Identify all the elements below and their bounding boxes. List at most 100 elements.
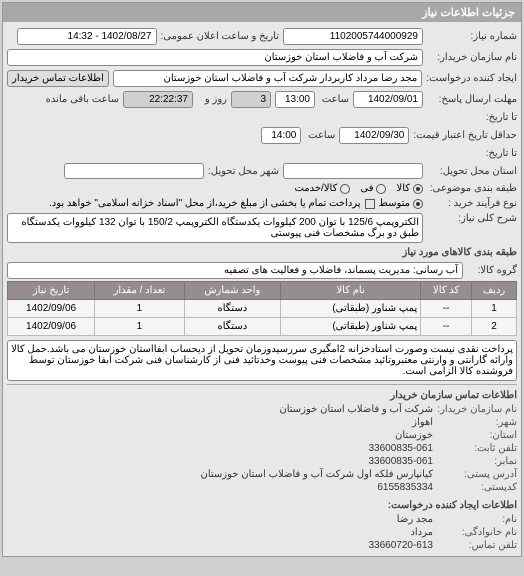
row-deadline: مهلت ارسال پاسخ: 1402/09/01 ساعت 13:00 3…	[7, 89, 517, 110]
process-radio-group: متوسط	[379, 198, 423, 209]
contact-row: نام سازمان خریدار: شرکت آب و فاضلاب استان…	[7, 403, 517, 416]
place-label: استان محل تحویل:	[427, 166, 517, 177]
table-header-row: ردیف کد کالا نام کالا واحد شمارش تعداد /…	[8, 282, 517, 300]
place-field	[283, 163, 423, 179]
table-row: 2 -- پمپ شناور (طبقاتی) دستگاه 1 1402/09…	[8, 318, 517, 336]
goods-section-title: طبقه بندی کالاهای مورد نیاز	[7, 245, 517, 260]
row-request-no: شماره نیاز: 1102005744000929 تاریخ و ساع…	[7, 26, 517, 47]
goods-group-label: گروه کالا:	[467, 265, 517, 276]
row-class: طبقه بندی موضوعی: کالا فی کالا/خدمت	[7, 181, 517, 196]
process-label: نوع فرآیند خرید :	[427, 198, 517, 209]
th-0: ردیف	[472, 282, 517, 300]
to-time-field: 14:00	[261, 127, 301, 144]
remain-suffix: ساعت باقی مانده	[46, 94, 119, 105]
request-no-field: 1102005744000929	[283, 28, 423, 45]
panel-body: شماره نیاز: 1102005744000929 تاریخ و ساع…	[3, 22, 521, 556]
contact-label: نام:	[437, 514, 517, 525]
table-body: 1 -- پمپ شناور (طبقاتی) دستگاه 1 1402/09…	[8, 300, 517, 336]
radio-all-icon	[413, 184, 423, 194]
contact-val: اهواز	[412, 417, 433, 428]
contact-row: تلفن ثابت: 33600835-061	[7, 442, 517, 455]
radio-normal[interactable]: متوسط	[379, 198, 423, 209]
row-desc: شرح کلی نیاز: الکتروپمپ 125/6 با توان 20…	[7, 211, 517, 245]
contact-row: آدرس پستی: کیانپارس فلکه اول شرکت آب و فا…	[7, 468, 517, 481]
contact-row: نام: مجد رضا	[7, 513, 517, 526]
contact-row: استان:خوزستان	[7, 429, 517, 442]
main-panel: جزئیات اطلاعات نیاز شماره نیاز: 11020057…	[2, 2, 522, 557]
radio-partial[interactable]: کالا/خدمت	[294, 183, 350, 194]
contact-label: نام سازمان خریدار:	[437, 404, 517, 415]
items-table: ردیف کد کالا نام کالا واحد شمارش تعداد /…	[7, 281, 517, 336]
contact-label: نمابر:	[437, 456, 517, 467]
contact-val: مرداد	[410, 527, 433, 538]
from-time-field: 13:00	[275, 91, 315, 108]
contact-label: آدرس پستی:	[437, 469, 517, 480]
row-buyer: نام سازمان خریدار: شرکت آب و فاضلاب استا…	[7, 47, 517, 68]
contact-button[interactable]: اطلاعات تماس خریدار	[7, 70, 109, 87]
th-3: واحد شمارش	[184, 282, 280, 300]
td: 2	[472, 318, 517, 336]
remain-label: روز و	[197, 94, 227, 105]
td: 1402/09/06	[8, 300, 95, 318]
divider-1	[7, 384, 517, 385]
valid-label: حداقل تاریخ اعتبار قیمت:	[413, 130, 517, 141]
radio-partial-label: کالا/خدمت	[294, 183, 337, 194]
contact-row: نام خانوادگی: مرداد	[7, 526, 517, 539]
announce-label: تاریخ و ساعت اعلان عمومی:	[161, 31, 280, 42]
contact-row: تلفن تماس: 33660720-613	[7, 539, 517, 552]
contact-label: استان:	[437, 430, 517, 441]
days-field: 3	[231, 91, 271, 108]
deadline-label: مهلت ارسال پاسخ:	[427, 94, 517, 105]
contact-val: 33600835-061	[368, 443, 433, 454]
td: --	[421, 300, 472, 318]
radio-single[interactable]: فی	[360, 183, 386, 194]
td: پمپ شناور (طبقاتی)	[280, 318, 420, 336]
table-head: ردیف کد کالا نام کالا واحد شمارش تعداد /…	[8, 282, 517, 300]
checkbox-text: پرداخت تمام یا بخشی از مبلغ خرید،از محل …	[49, 198, 361, 209]
to-date-field: 1402/09/30	[339, 127, 409, 144]
creator-label: ایجاد کننده درخواست:	[426, 73, 517, 84]
contact-val: کیانپارس فلکه اول شرکت آب و فاضلاب استان…	[200, 469, 433, 480]
time-label-2: ساعت	[305, 130, 335, 141]
td: 1	[95, 300, 185, 318]
buyer-label: نام سازمان خریدار:	[427, 52, 517, 63]
creator-field: مجد رضا مرداد کاربردار شرکت آب و فاضلاب …	[113, 70, 422, 87]
treasury-checkbox[interactable]	[365, 199, 375, 209]
announce-field: 1402/08/27 - 14:32	[17, 28, 157, 45]
row-to-label: تا تاریخ:	[7, 146, 517, 161]
contact-row: نمابر:33600835-061	[7, 455, 517, 468]
td: 1	[472, 300, 517, 318]
table-row: 1 -- پمپ شناور (طبقاتی) دستگاه 1 1402/09…	[8, 300, 517, 318]
contact-val: 33660720-613	[368, 540, 433, 551]
contact-label: تلفن ثابت:	[437, 443, 517, 454]
buyer-field: شرکت آب و فاضلاب استان خوزستان	[7, 49, 423, 66]
td: دستگاه	[184, 318, 280, 336]
td: 1	[95, 318, 185, 336]
contact-row: کدپستی: 6155835334	[7, 481, 517, 494]
contact-label: کدپستی:	[437, 482, 517, 493]
contact-label: نام خانوادگی:	[437, 527, 517, 538]
radio-all[interactable]: کالا	[396, 183, 423, 194]
class-radio-group: کالا فی کالا/خدمت	[294, 183, 423, 194]
contact-label: تلفن تماس:	[437, 540, 517, 551]
td: 1402/09/06	[8, 318, 95, 336]
contact-list: نام سازمان خریدار: شرکت آب و فاضلاب استان…	[7, 403, 517, 494]
contact-val: شرکت آب و فاضلاب استان خوزستان	[279, 404, 433, 415]
td: دستگاه	[184, 300, 280, 318]
goods-group-field: آب رسانی: مدیریت پسماند، فاضلاب و فعالیت…	[7, 262, 463, 279]
contact-row: شهر:اهواز	[7, 416, 517, 429]
contact-val: مجد رضا	[397, 514, 433, 525]
creator-section-title: اطلاعات ایجاد کننده درخواست:	[7, 498, 517, 513]
th-1: کد کالا	[421, 282, 472, 300]
from-label: تا تاریخ:	[427, 112, 517, 123]
row-goods-group: گروه کالا: آب رسانی: مدیریت پسماند، فاضل…	[7, 260, 517, 281]
time-label-1: ساعت	[319, 94, 349, 105]
remain-time-field: 22:22:37	[123, 91, 193, 108]
th-2: نام کالا	[280, 282, 420, 300]
td: --	[421, 318, 472, 336]
contact-val: 6155835334	[377, 482, 433, 493]
desc-label: شرح کلی نیاز:	[427, 213, 517, 224]
contact-section-title: اطلاعات تماس سازمان خریدار	[7, 388, 517, 403]
city-field	[64, 163, 204, 179]
th-5: تاریخ نیاز	[8, 282, 95, 300]
